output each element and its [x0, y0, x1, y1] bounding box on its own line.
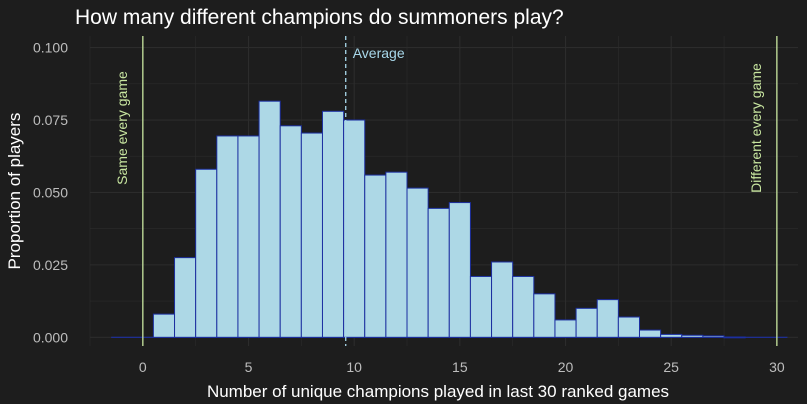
bar-x-1 — [152, 313, 176, 338]
bar-x-22 — [596, 299, 619, 338]
bar-x-26 — [681, 334, 704, 338]
bar-x-10 — [343, 119, 366, 338]
bar-x-20 — [554, 319, 577, 338]
bar-x-27 — [702, 335, 725, 338]
bar-x-5 — [237, 135, 260, 338]
x-tick-label: 20 — [558, 359, 574, 375]
x-tick-label: 25 — [663, 359, 679, 375]
bar-x-19 — [533, 293, 556, 338]
x-tick-label: 5 — [245, 359, 253, 375]
bar-x-8 — [300, 132, 323, 338]
reference-lines: Same every game Different every game Avera… — [114, 36, 778, 346]
bar-x-7 — [279, 125, 302, 338]
bar-x-13 — [406, 187, 429, 338]
x-tick-label: 0 — [139, 359, 147, 375]
bar-x-28 — [723, 336, 746, 339]
bar-x-12 — [385, 171, 408, 338]
annotation-average: Average — [353, 45, 405, 61]
annotation-2: Different every game — [748, 63, 764, 193]
x-axis-title: Number of unique champions played in las… — [207, 382, 669, 401]
bar-x-6 — [258, 100, 281, 338]
x-tick-label: 30 — [769, 359, 785, 375]
bar-x-9 — [321, 110, 345, 338]
y-tick-label: 0.000 — [33, 329, 68, 345]
y-tick-label: 0.025 — [33, 257, 68, 273]
y-tick-label: 0.100 — [33, 40, 68, 56]
x-tick-label: 15 — [452, 359, 468, 375]
bars — [111, 100, 788, 339]
bar-x-23 — [617, 316, 640, 338]
bar-x-4 — [216, 135, 239, 338]
x-tick-label: 10 — [346, 359, 362, 375]
bar-x-21 — [575, 307, 598, 338]
annotation-1: Same every game — [114, 71, 130, 185]
y-tick-label: 0.050 — [33, 184, 68, 200]
bar-x-24 — [638, 329, 662, 338]
bar-x-17 — [491, 261, 514, 338]
bar-x-15 — [448, 202, 471, 338]
bar-x-18 — [512, 275, 535, 338]
bar-x-3 — [195, 168, 218, 338]
bar-x-14 — [427, 207, 450, 338]
chart-title: How many different champions do summoner… — [75, 6, 564, 29]
bar-x-2 — [174, 257, 197, 338]
tick-labels: 0 5 10 15 20 25 30 0.000 0.025 0.050 0.075 0.100 — [33, 40, 785, 375]
bar-x-11 — [364, 174, 387, 338]
y-axis-title: Proportion of players — [5, 113, 24, 270]
y-tick-label: 0.075 — [33, 112, 68, 128]
bar-x-25 — [660, 333, 683, 338]
bar-x-16 — [469, 275, 493, 338]
